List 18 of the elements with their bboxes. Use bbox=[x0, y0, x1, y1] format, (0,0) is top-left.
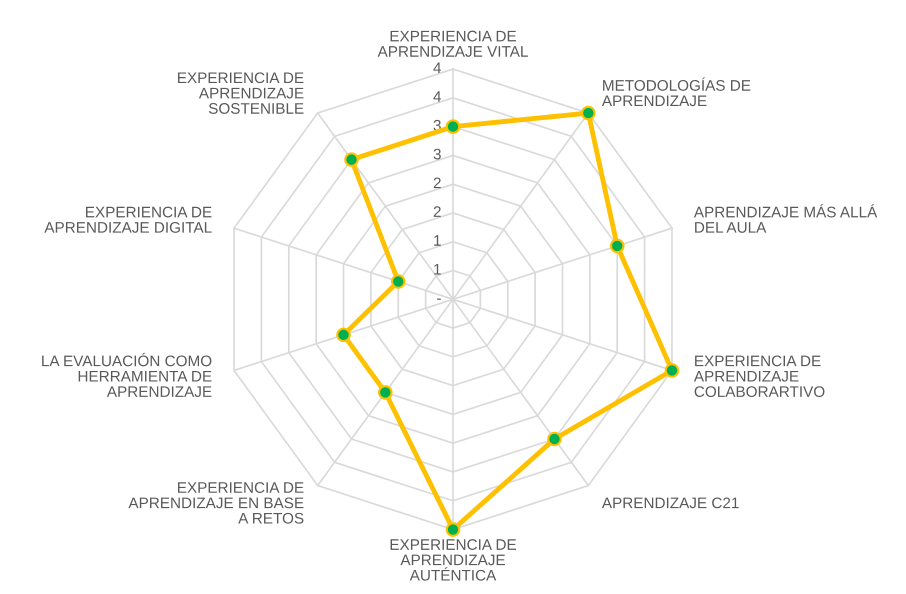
spoke-label: METODOLOGÍAS DE APRENDIZAJE bbox=[602, 77, 750, 106]
spoke-label: EXPERIENCIA DE APRENDIZAJE AUTÉNTICA bbox=[390, 539, 516, 581]
y-tick-label: 2 bbox=[434, 177, 441, 188]
y-tick-label: 4 bbox=[433, 91, 442, 102]
spoke-label: EXPERIENCIA DE APRENDIZAJE SOSTENIBLE bbox=[178, 72, 304, 114]
y-tick-label: 3 bbox=[434, 148, 441, 160]
spoke-label: APRENDIZAJE C21 bbox=[602, 497, 739, 508]
y-tick-label: 1 bbox=[434, 235, 441, 246]
spoke-label: LA EVALUACIÓN COMO HERRAMIENTA DE APRENDIZAJE bbox=[42, 352, 212, 398]
y-tick-label: 1 bbox=[434, 264, 441, 274]
spoke-label: EXPERIENCIA DE APRENDIZAJE EN BASE A RETOS bbox=[128, 482, 304, 524]
y-tick-label: 2 bbox=[434, 206, 441, 217]
spoke-label: EXPERIENCIA DE APRENDIZAJE DIGITAL bbox=[44, 206, 212, 233]
y-tick-label: - bbox=[437, 298, 441, 300]
spoke-label: APRENDIZAJE MÁS ALLÁ DEL AULA bbox=[694, 204, 878, 233]
y-tick-label: 4 bbox=[433, 62, 442, 74]
spoke-label: EXPERIENCIA DE APRENDIZAJE VITAL bbox=[378, 30, 528, 57]
spoke-label: EXPERIENCIA DE APRENDIZAJE COLABORARTIVO bbox=[694, 355, 824, 398]
